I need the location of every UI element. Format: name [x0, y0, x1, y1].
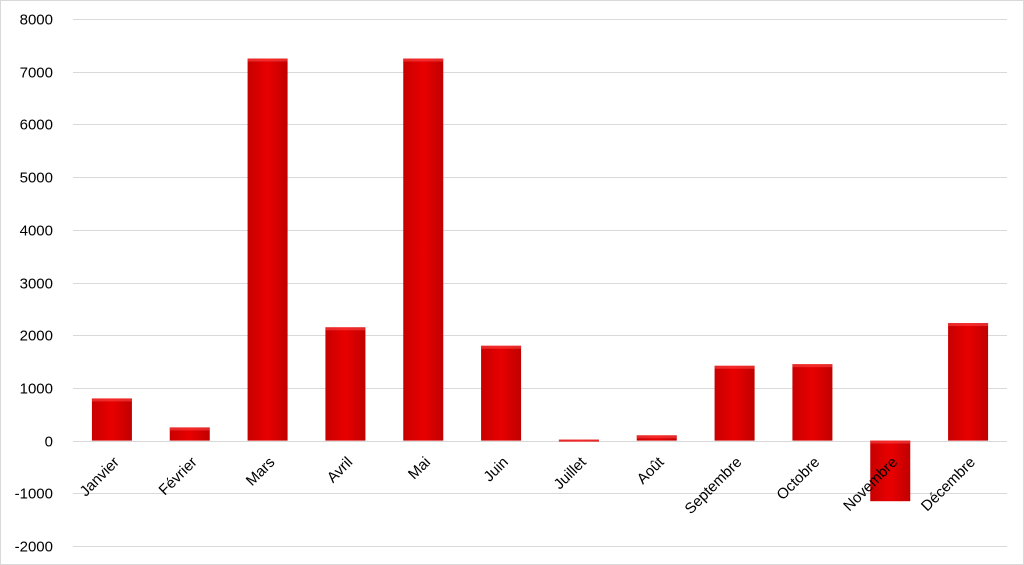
bar-group — [403, 58, 444, 441]
bar-highlight — [481, 345, 522, 349]
y-tick-label: 4000 — [20, 223, 53, 240]
bar-group — [558, 439, 599, 442]
bar-avril — [325, 327, 366, 441]
bar-group — [870, 440, 911, 502]
x-tick-label: Septembre — [682, 454, 746, 518]
bar-highlight — [91, 398, 132, 402]
bar-février — [169, 427, 210, 441]
bar-group — [714, 365, 755, 441]
bar-highlight — [792, 364, 833, 368]
x-tick-label: Mars — [243, 454, 279, 490]
bar-group — [247, 58, 288, 441]
y-tick-label: 7000 — [20, 65, 53, 82]
bar-highlight — [325, 327, 366, 331]
bar-novembre — [870, 440, 911, 502]
bar-group — [948, 323, 989, 441]
x-tick-label: Juin — [480, 454, 511, 485]
x-tick-label: Août — [634, 453, 668, 487]
bar-group — [169, 427, 210, 441]
y-tick-label: 6000 — [20, 117, 53, 134]
bar-group — [792, 364, 833, 441]
y-tick-label: 0 — [45, 434, 53, 451]
y-axis: 8000 7000 6000 5000 4000 3000 2000 1000 0 -1000 -2… — [15, 12, 53, 556]
x-tick-label: Décembre — [918, 454, 979, 515]
bar-highlight — [870, 440, 911, 444]
x-tick-label: Février — [156, 454, 201, 499]
bar-highlight — [247, 58, 288, 62]
x-axis: Janvier Février Mars Avril Mai Juin Juillet Aoû… — [77, 453, 979, 517]
bar-mai — [403, 58, 444, 441]
bar-highlight — [636, 435, 677, 439]
bar-highlight — [714, 365, 755, 369]
bar-décembre — [948, 323, 989, 441]
y-tick-label: 3000 — [20, 276, 53, 293]
y-tick-label: 1000 — [20, 381, 53, 398]
bar-highlight — [169, 427, 210, 431]
bar-highlight — [403, 58, 444, 62]
y-tick-label: 5000 — [20, 170, 53, 187]
y-tick-label: 2000 — [20, 328, 53, 345]
bar-group — [91, 398, 132, 441]
bar-juin — [481, 345, 522, 441]
gridlines — [73, 19, 1007, 547]
y-tick-label: -2000 — [15, 539, 53, 556]
x-tick-label: Mai — [405, 454, 434, 483]
bar-group — [481, 345, 522, 441]
bar-septembre — [714, 365, 755, 441]
y-tick-label: -1000 — [15, 486, 53, 503]
bar-group — [636, 435, 677, 441]
bar-highlight — [948, 323, 989, 327]
bars — [91, 58, 989, 502]
bar-mars — [247, 58, 288, 441]
y-tick-label: 8000 — [20, 12, 53, 29]
bar-group — [325, 327, 366, 441]
x-tick-label: Octobre — [773, 454, 823, 504]
bar-highlight — [558, 439, 599, 442]
bar-octobre — [792, 364, 833, 441]
x-tick-label: Juillet — [551, 453, 591, 493]
bar-janvier — [91, 398, 132, 441]
x-tick-label: Avril — [324, 454, 356, 486]
